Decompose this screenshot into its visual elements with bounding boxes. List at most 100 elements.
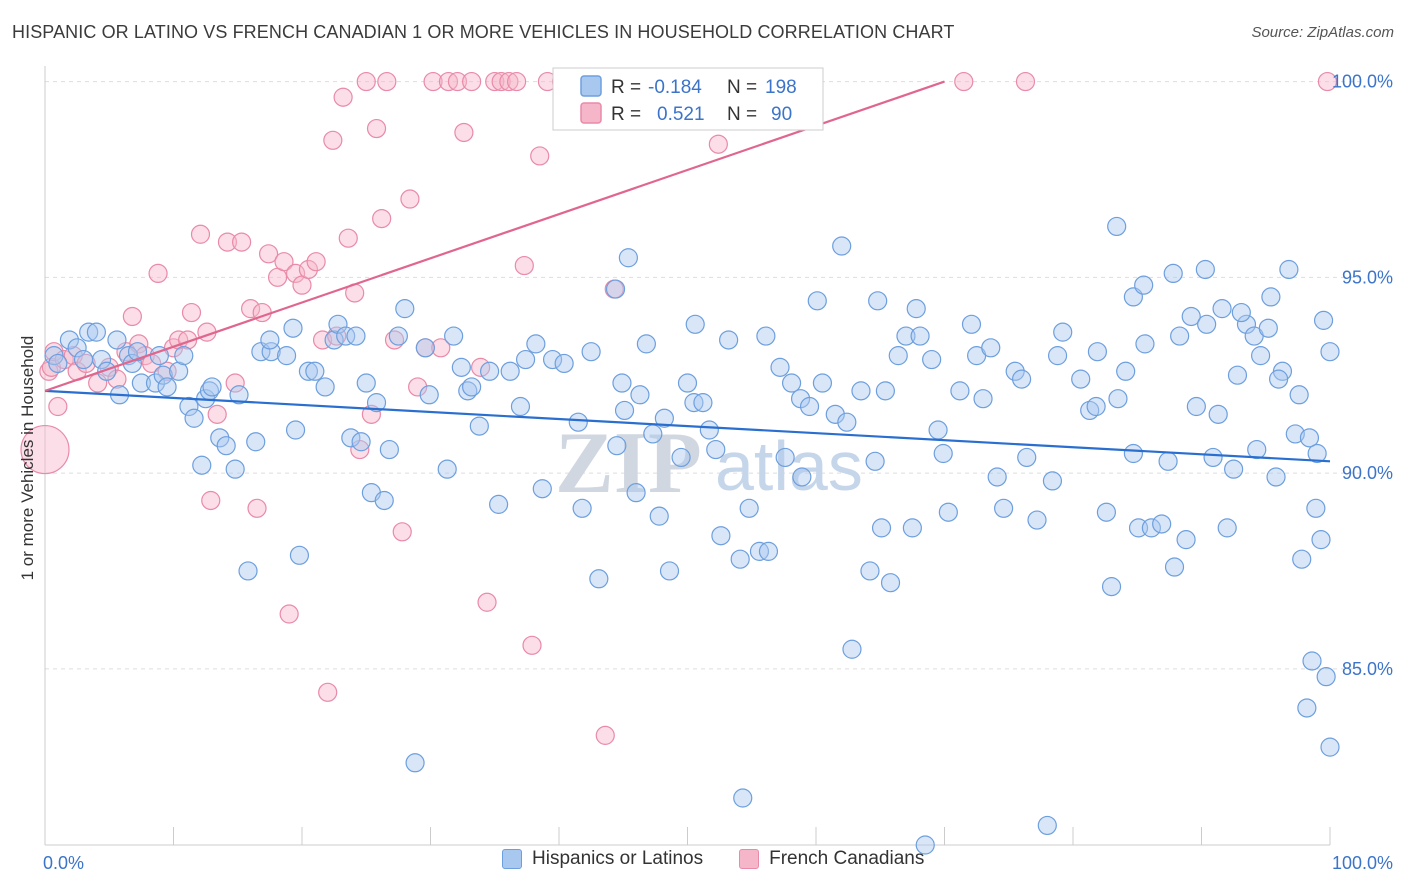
legend-r-label-blue: R = — [611, 77, 641, 98]
hispanics-point — [1141, 518, 1161, 538]
hispanics-point — [260, 330, 280, 350]
hispanics-point — [1123, 443, 1143, 464]
hispanics-point — [910, 326, 930, 346]
legend-swatch-hispanics — [502, 849, 522, 869]
hispanics-point — [480, 361, 500, 381]
hispanics-point — [1311, 530, 1331, 550]
hispanics-point — [1186, 396, 1206, 417]
hispanics-point — [1231, 302, 1251, 323]
hispanics-point — [1135, 334, 1155, 354]
hispanics-point — [451, 357, 471, 377]
hispanics-point — [799, 396, 820, 417]
french-canadians-point — [506, 71, 527, 92]
hispanics-point — [693, 393, 713, 413]
french-canadians-point — [400, 189, 420, 209]
french-canadians-point — [318, 682, 338, 702]
french-canadians-point — [530, 146, 550, 166]
hispanics-point — [246, 432, 266, 452]
hispanics-point — [1017, 447, 1037, 468]
hispanics-point — [489, 494, 509, 514]
hispanics-point — [510, 396, 531, 417]
hispanics-point — [97, 361, 117, 381]
hispanics-point — [388, 326, 408, 346]
hispanics-point — [781, 373, 802, 393]
hispanics-point — [437, 459, 457, 479]
hispanics-point — [1086, 396, 1106, 417]
hispanics-point — [792, 467, 812, 487]
hispanics-point — [756, 326, 776, 346]
hispanics-point — [618, 248, 638, 268]
hispanics-point — [1302, 651, 1322, 671]
hispanics-point — [719, 330, 739, 350]
french-canadians-point — [107, 369, 127, 389]
hispanics-point — [1251, 346, 1271, 366]
hispanics-point — [1116, 361, 1136, 381]
french-canadians-point — [190, 224, 211, 244]
hispanics-point — [1227, 365, 1248, 385]
hispanics-point — [1047, 346, 1068, 366]
hispanics-point — [630, 385, 650, 405]
hispanics-point — [1292, 549, 1312, 569]
hispanics-point — [374, 490, 394, 511]
correlation-legend: R = -0.184 N = 198 R = 0.521 N = 90 — [552, 67, 824, 131]
hispanics-point — [1176, 530, 1196, 550]
hispanics-point — [825, 404, 845, 424]
hispanics-point — [1268, 369, 1289, 389]
hispanics-point — [1212, 299, 1232, 319]
hispanics-point — [758, 541, 779, 561]
hispanics-point — [469, 416, 489, 436]
french-canadians-point — [485, 71, 505, 92]
hispanics-point — [1299, 428, 1320, 448]
axes — [44, 66, 1331, 846]
french-canadians-trend-line — [44, 80, 945, 392]
french-canadians-point — [408, 377, 428, 397]
hispanics-point — [906, 299, 926, 319]
hispanics-point — [807, 291, 827, 311]
hispanics-point — [1217, 518, 1237, 538]
hispanics-point — [842, 639, 862, 659]
hispanics-point — [526, 334, 546, 354]
hispanics-point — [298, 361, 319, 381]
hispanics-point — [336, 326, 356, 346]
french-canadians-point — [201, 490, 221, 511]
hispanics-point — [554, 353, 574, 374]
hispanics-point — [880, 573, 901, 593]
hispanics-point — [238, 561, 258, 581]
hispanics-point — [79, 322, 99, 342]
hispanics-point — [1158, 451, 1178, 471]
hispanics-point — [1307, 443, 1327, 464]
y-tick-label: 100.0% — [1332, 72, 1393, 92]
legend-n-label-blue: N = — [727, 77, 757, 98]
legend-swatch-pink — [580, 102, 602, 124]
hispanics-point — [938, 502, 958, 522]
hispanics-point — [366, 393, 387, 413]
hispanics-point — [444, 326, 464, 346]
french-canadians-point — [232, 232, 252, 252]
french-canadians-point — [225, 373, 245, 393]
hispanics-point — [532, 479, 552, 499]
french-canadians-point — [954, 71, 974, 92]
hispanics-point — [356, 373, 376, 393]
french-canadians-point — [499, 71, 519, 92]
source-label: Source: ZipAtlas.com — [1251, 24, 1394, 41]
french-canadians-point — [392, 522, 412, 542]
hispanics-point — [607, 436, 627, 456]
hispanics-point — [733, 788, 753, 808]
hispanics-point — [341, 428, 361, 448]
y-tick-label: 90.0% — [1342, 463, 1393, 483]
hispanics-point — [654, 408, 674, 428]
hispanics-point — [500, 361, 520, 381]
hispanics-point — [987, 467, 1007, 487]
hispanics-point — [276, 346, 297, 366]
hispanics-point — [328, 314, 348, 334]
hispanics-point — [875, 381, 895, 401]
hispanics-point — [67, 338, 87, 358]
hispanics-point — [1266, 467, 1286, 487]
hispanics-point — [902, 518, 922, 538]
hispanics-point — [832, 236, 852, 256]
hispanics-point — [1197, 314, 1217, 334]
french-canadians-point — [377, 71, 397, 92]
french-canadians-point — [312, 330, 333, 350]
hispanics-point — [775, 447, 795, 468]
hispanics-point — [202, 377, 222, 397]
